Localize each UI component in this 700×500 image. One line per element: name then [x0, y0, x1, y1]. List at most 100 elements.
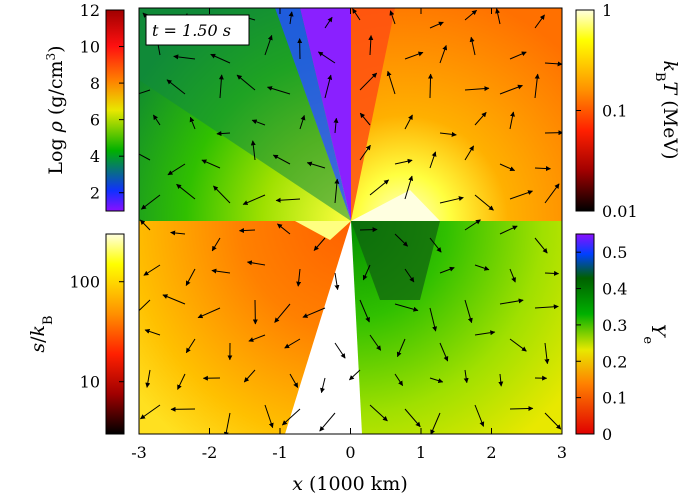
electron-fraction-colorbar-tick: 0.1: [602, 389, 627, 408]
electron-fraction-colorbar-tick: 0: [602, 425, 612, 444]
velocity-arrow: [177, 373, 186, 390]
velocity-arrow: [404, 408, 421, 428]
plot-area: [139, 8, 562, 434]
velocity-arrow: [213, 185, 231, 204]
velocity-arrow: [267, 86, 291, 95]
velocity-arrow: [474, 330, 496, 336]
entropy-axis-label: s/kB: [27, 315, 56, 352]
velocity-arrow: [499, 225, 518, 235]
electron-fraction-dense-core: [351, 221, 440, 300]
velocity-arrow: [474, 111, 487, 126]
velocity-arrow: [362, 264, 371, 281]
velocity-arrow: [464, 9, 477, 21]
velocity-arrow: [320, 377, 326, 394]
x-axis-tick: -2: [202, 443, 218, 462]
time-label: t = 1.50 s: [152, 21, 231, 40]
velocity-arrow: [429, 21, 444, 29]
velocity-arrow: [250, 140, 256, 161]
velocity-arrow: [544, 412, 562, 430]
velocity-arrows: [139, 8, 562, 434]
velocity-arrow: [369, 334, 382, 351]
x-axis-tick: 2: [486, 443, 496, 462]
velocity-arrow: [166, 79, 186, 95]
velocity-arrow: [509, 190, 533, 200]
velocity-arrow: [359, 112, 371, 126]
velocity-arrow: [429, 237, 442, 253]
velocity-arrow: [394, 233, 408, 247]
electron-fraction-colorbar: 0 0.1 0.2 0.3 0.4 0.5: [575, 233, 627, 444]
velocity-arrow: [139, 219, 151, 231]
velocity-arrow: [277, 223, 291, 235]
velocity-arrow: [264, 34, 273, 56]
velocity-arrow: [251, 119, 266, 126]
electron-fraction-colorbar-tick: 0.5: [602, 243, 627, 262]
velocity-arrow: [272, 154, 291, 165]
velocity-arrow: [430, 412, 441, 434]
velocity-arrow: [429, 377, 444, 384]
x-axis-tick: 1: [416, 443, 426, 462]
time-label-box: t = 1.50 s: [145, 14, 250, 46]
velocity-arrow: [359, 299, 370, 323]
velocity-arrow: [544, 270, 560, 276]
temperature-colorbar-tick: 0.01: [602, 202, 638, 221]
electron-fraction-colorbar-tick: 0.4: [602, 280, 627, 299]
velocity-arrow: [145, 369, 151, 388]
temperature-colorbar-tick: 1: [602, 1, 612, 20]
velocity-arrow: [464, 299, 473, 324]
electron-fraction-axis-label: Ye: [641, 324, 670, 345]
velocity-arrow: [162, 294, 186, 305]
density-colorbar-tick: 2: [90, 184, 100, 203]
velocity-arrow: [509, 51, 527, 60]
velocity-arrow: [509, 406, 534, 412]
velocity-arrow: [499, 163, 516, 172]
velocity-arrow: [144, 329, 161, 336]
velocity-arrow: [404, 114, 413, 130]
velocity-arrow: [333, 117, 339, 134]
velocity-arrow: [428, 73, 434, 99]
x-axis-label: x (1000 km): [292, 473, 408, 495]
temperature-colorbar-tick: 0.1: [602, 102, 627, 121]
velocity-arrow: [394, 158, 413, 165]
velocity-arrow: [389, 10, 396, 25]
entropy-colorbar-tick: 100: [69, 273, 100, 292]
velocity-arrow: [236, 74, 256, 91]
velocity-arrow: [139, 153, 151, 161]
velocity-arrow: [299, 114, 306, 130]
velocity-arrow: [140, 194, 161, 210]
velocity-arrow: [281, 408, 301, 426]
x-axis-ticks: -3 -2 -1 0 1 2 3: [131, 8, 567, 462]
velocity-arrow: [534, 14, 545, 29]
electron-fraction-colorbar-tick: 0.3: [602, 316, 627, 335]
velocity-arrow: [201, 159, 221, 169]
velocity-arrow: [334, 342, 346, 359]
velocity-arrow: [439, 266, 455, 274]
velocity-arrow: [544, 61, 562, 67]
velocity-arrow: [284, 338, 301, 349]
entropy-colorbar-tick: 10: [80, 373, 100, 392]
x-axis-tick: 3: [557, 443, 567, 462]
velocity-arrow: [464, 86, 490, 92]
velocity-arrow: [288, 11, 294, 25]
velocity-arrow: [404, 175, 414, 200]
velocity-arrow: [534, 166, 551, 172]
entropy-hot-core: [295, 221, 351, 240]
velocity-arrow: [243, 369, 256, 383]
density-colorbar-tick: 4: [90, 147, 100, 166]
velocity-arrow: [185, 338, 196, 354]
velocity-arrow: [404, 268, 415, 283]
velocity-arrow: [404, 51, 424, 60]
velocity-arrow: [464, 145, 475, 161]
electron-fraction-colorbar-tick: 0.2: [602, 352, 627, 371]
velocity-arrow: [499, 298, 524, 305]
velocity-arrow: [469, 36, 476, 56]
velocity-arrow: [394, 303, 419, 312]
velocity-arrow: [509, 268, 516, 283]
velocity-arrow: [185, 268, 196, 286]
velocity-arrow: [334, 178, 340, 204]
velocity-arrow: [167, 163, 186, 176]
density-outer-flow: [139, 8, 351, 221]
velocity-arrow: [306, 161, 326, 169]
velocity-arrow: [173, 54, 196, 60]
velocity-arrow: [170, 230, 186, 236]
